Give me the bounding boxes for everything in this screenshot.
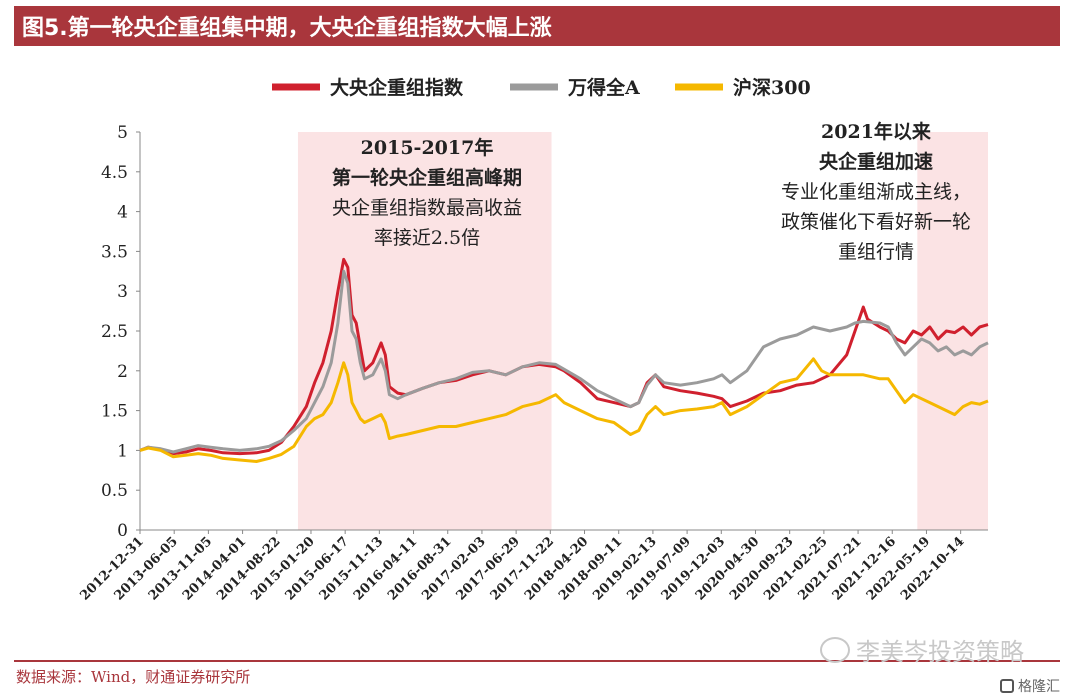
series-line-1: [139, 269, 989, 454]
legend-label-0: 大央企重组指数: [330, 76, 464, 99]
legend-label-2: 沪深300: [733, 76, 811, 99]
brand-mark: 格隆汇: [1000, 676, 1060, 696]
y-tick-label: 1: [117, 441, 128, 461]
chart-title: 图5.第一轮央企重组集中期，大央企重组指数大幅上涨: [22, 16, 552, 41]
y-tick-label: 4: [117, 203, 128, 223]
y-tick-label: 0: [117, 521, 128, 541]
annotation-0-line-1: 第一轮央企重组高峰期: [332, 166, 522, 189]
series-lines: [139, 257, 989, 463]
watermark: 李美岑投资策略: [820, 632, 1024, 667]
line-chart: 0 0.5 1 1.5 2 2.5 3 3.5 4 4.5 5 2012-12-312013-06-…: [77, 76, 989, 604]
annotation-0-line-2: 央企重组指数最高收益: [332, 197, 522, 219]
y-tick-label: 1.5: [101, 402, 128, 422]
y-tick-label: 2.5: [101, 322, 128, 342]
brand-text: 格隆汇: [1018, 679, 1060, 695]
y-tick-label: 3: [117, 282, 128, 302]
y-tick-label: 0.5: [101, 481, 128, 501]
y-axis: 0 0.5 1 1.5 2 2.5 3 3.5 4 4.5 5: [101, 123, 141, 541]
series-line-0: [139, 257, 989, 456]
annotation-1-line-3: 政策催化下看好新一轮: [781, 211, 971, 233]
wechat-icon: [820, 636, 850, 663]
x-axis: 2012-12-312013-06-052013-11-052014-04-01…: [77, 529, 988, 604]
annotation-0-line-3: 率接近2.5倍: [374, 227, 480, 249]
annotation-1-line-4: 重组行情: [838, 241, 914, 263]
annotation-0-line-0: 2015-2017年: [361, 136, 494, 159]
y-tick-label: 2: [117, 362, 128, 382]
legend-label-1: 万得全A: [567, 76, 640, 99]
y-tick-label: 3.5: [101, 242, 128, 262]
annotation-1-line-1: 央企重组加速: [819, 150, 933, 173]
annotation-1-line-0: 2021年以来: [821, 120, 931, 143]
shaded-region-0: [297, 132, 552, 530]
brand-logo-icon: [1000, 679, 1014, 693]
y-tick-label: 4.5: [101, 163, 128, 183]
source-note: 数据来源：Wind，财通证券研究所: [16, 668, 251, 686]
legend: 大央企重组指数 万得全A 沪深300: [272, 76, 811, 99]
y-tick-label: 5: [117, 123, 128, 143]
annotation-1-line-2: 专业化重组渐成主线，: [781, 181, 971, 203]
watermark-text: 李美岑投资策略: [856, 638, 1024, 666]
footer-divider: [14, 660, 1060, 662]
series-line-2: [139, 357, 989, 463]
chart-title-bar: 图5.第一轮央企重组集中期，大央企重组指数大幅上涨: [14, 6, 1060, 46]
